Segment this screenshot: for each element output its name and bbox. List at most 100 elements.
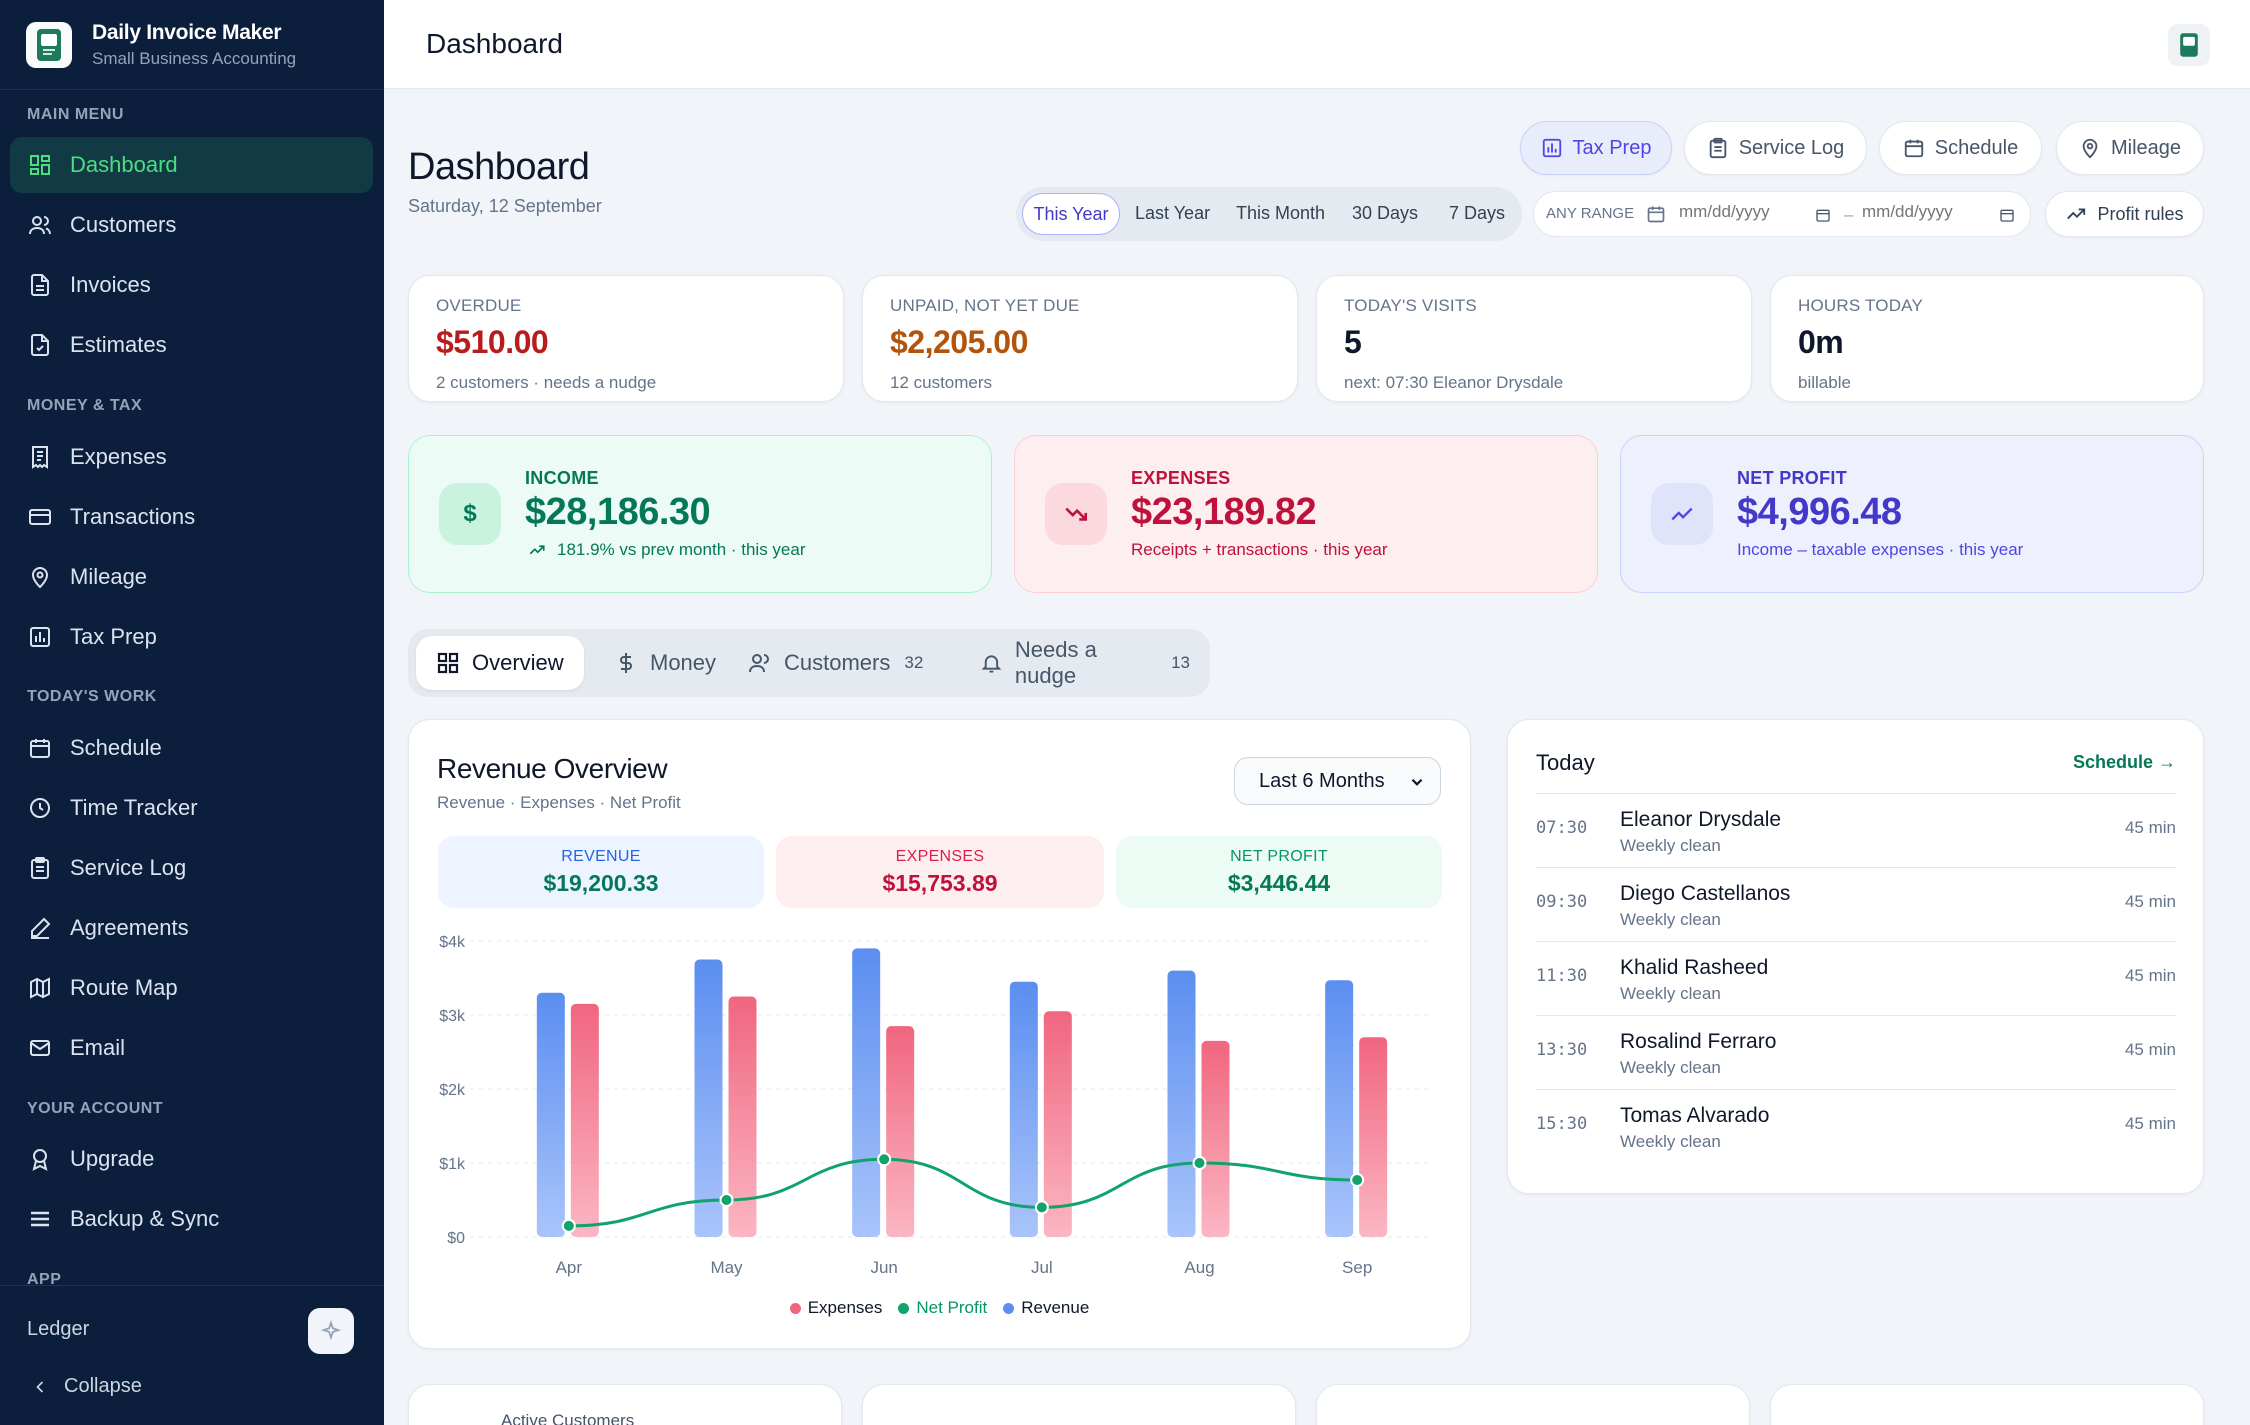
assistant-button[interactable] [308, 1308, 354, 1354]
tab-money[interactable]: Money [594, 636, 736, 690]
sidebar-item-transactions[interactable]: Transactions [10, 489, 373, 545]
receipt-icon [32, 446, 48, 469]
net-profit-point[interactable] [561, 1218, 576, 1233]
net-profit-point[interactable] [877, 1152, 892, 1167]
y-tick-label: $3k [439, 1008, 466, 1025]
card-icon [29, 509, 51, 525]
bottom-card-2[interactable] [862, 1384, 1296, 1425]
net-profit-point[interactable] [1192, 1156, 1207, 1170]
bottom-card-3[interactable] [1316, 1384, 1750, 1425]
calendar-small-icon[interactable] [1999, 207, 2015, 223]
list-item[interactable]: 15:30 Tomas Alvarado Weekly clean 45 min [1536, 1089, 2176, 1163]
summary-income[interactable]: $ INCOME $28,186.30 181.9% vs prev month… [408, 435, 992, 593]
summary-expenses[interactable]: EXPENSES $23,189.82 Receipts + transacti… [1014, 435, 1598, 593]
net-profit-point[interactable] [1350, 1173, 1365, 1188]
net-profit-point[interactable] [1034, 1200, 1049, 1215]
stat-value: $15,753.89 [882, 870, 998, 896]
sidebar-item-label: Time Tracker [70, 795, 198, 820]
legend-expenses[interactable]: Expenses [789, 1298, 882, 1318]
revenue-bar[interactable] [1325, 980, 1354, 1237]
avatar[interactable] [2168, 24, 2210, 66]
custom-range-label: ANY RANGE [1546, 205, 1635, 222]
summary-net-profit[interactable]: NET PROFIT $4,996.48 Income – taxable ex… [1620, 435, 2204, 593]
range-this-year[interactable]: This Year [1022, 193, 1120, 235]
y-tick-label: $1k [439, 1156, 466, 1173]
quick-action-tax-prep[interactable]: Tax Prep [1520, 121, 1672, 175]
range-from-input[interactable] [1679, 202, 1829, 222]
expense-bar[interactable] [1201, 1040, 1230, 1237]
sidebar-item-dashboard[interactable]: Dashboard [10, 137, 373, 193]
legend-net-profit[interactable]: Net Profit [898, 1298, 987, 1318]
tab-count-badge: 32 [904, 653, 924, 672]
legend-label: Revenue [1021, 1298, 1090, 1317]
list-icon [31, 1211, 49, 1227]
period-select[interactable]: Last 6 Months [1234, 757, 1441, 805]
quick-action-schedule[interactable]: Schedule [1879, 121, 2042, 175]
today-title: Today [1536, 750, 1595, 775]
net-profit-point[interactable] [719, 1193, 734, 1207]
sidebar-item-service-log[interactable]: Service Log [10, 840, 373, 896]
range-30-days[interactable]: 30 Days [1352, 203, 1419, 223]
sidebar-item-mileage[interactable]: Mileage [10, 549, 373, 605]
legend-revenue[interactable]: Revenue [1003, 1298, 1089, 1318]
range-to-input[interactable] [1862, 202, 1992, 222]
expense-bar[interactable] [1043, 1011, 1072, 1237]
expense-bar[interactable] [886, 1026, 915, 1237]
kpi-unpaid[interactable]: UNPAID, NOT YET DUE $2,205.00 12 custome… [862, 275, 1298, 402]
sidebar-item-expenses[interactable]: Expenses [10, 429, 373, 485]
expense-bar[interactable] [570, 1003, 599, 1237]
quick-action-service-log[interactable]: Service Log [1684, 121, 1867, 175]
sidebar-item-upgrade[interactable]: Upgrade [10, 1131, 373, 1187]
sparkle-icon [320, 1320, 342, 1341]
active-customers-card[interactable]: Active Customers [408, 1384, 842, 1425]
quick-action-mileage[interactable]: Mileage [2056, 121, 2204, 175]
profit-rules-button[interactable]: Profit rules [2045, 191, 2204, 237]
sidebar-item-label: Backup & Sync [70, 1206, 220, 1231]
revenue-bar[interactable] [694, 959, 723, 1238]
sidebar-item-email[interactable]: Email [10, 1020, 373, 1076]
kpi-todays-visits[interactable]: TODAY'S VISITS 5 next: 07:30 Eleanor Dry… [1316, 275, 1752, 402]
revenue-subtitle: Revenue · Expenses · Net Profit [437, 793, 681, 812]
bell-icon [981, 655, 1002, 673]
revenue-bar[interactable] [852, 948, 881, 1237]
tab-overview[interactable]: Overview [416, 636, 584, 690]
revenue-bar[interactable] [1009, 981, 1038, 1237]
revenue-bar[interactable] [1167, 970, 1196, 1237]
visit-duration: 45 min [2124, 966, 2176, 985]
tab-customers[interactable]: Customers 32 [728, 636, 943, 690]
sidebar-item-agreements[interactable]: Agreements [10, 900, 373, 956]
list-item[interactable]: 13:30 Rosalind Ferraro Weekly clean 45 m… [1536, 1015, 2176, 1089]
range-last-year[interactable]: Last Year [1135, 203, 1211, 223]
x-tick-label: Aug [1184, 1258, 1214, 1277]
calendar-small-icon[interactable] [1815, 207, 1831, 223]
header-title: Dashboard [426, 28, 563, 59]
sidebar-item-tax-prep[interactable]: Tax Prep [10, 609, 373, 665]
sidebar-item-backup-sync[interactable]: Backup & Sync [10, 1191, 373, 1247]
mail-icon [30, 1040, 50, 1056]
visit-duration: 45 min [2124, 1040, 2176, 1059]
range-this-month[interactable]: This Month [1236, 203, 1326, 223]
bottom-card-4[interactable] [1770, 1384, 2204, 1425]
list-item[interactable]: 07:30 Eleanor Drysdale Weekly clean 45 m… [1536, 793, 2176, 867]
expense-bar[interactable] [1359, 1037, 1388, 1237]
sidebar-item-customers[interactable]: Customers [10, 197, 373, 253]
sidebar-item-route-map[interactable]: Route Map [10, 960, 373, 1016]
map-icon [30, 977, 50, 999]
collapse-label: Collapse [64, 1375, 142, 1397]
kpi-overdue[interactable]: OVERDUE $510.00 2 customers · needs a nu… [408, 275, 844, 402]
collapse-button[interactable]: Collapse [30, 1375, 142, 1398]
chevron-down-icon [1411, 778, 1423, 786]
list-item[interactable]: 09:30 Diego Castellanos Weekly clean 45 … [1536, 867, 2176, 941]
revenue-bar[interactable] [536, 992, 565, 1237]
today-schedule-link[interactable]: Schedule → [2072, 752, 2176, 772]
kpi-hours-today[interactable]: HOURS TODAY 0m billable [1770, 275, 2204, 402]
list-item[interactable]: 11:30 Khalid Rasheed Weekly clean 45 min [1536, 941, 2176, 1015]
sidebar-item-invoices[interactable]: Invoices [10, 257, 373, 313]
sidebar-item-schedule[interactable]: Schedule [10, 720, 373, 776]
sidebar-item-label: Schedule [70, 735, 162, 760]
expense-bar[interactable] [728, 996, 757, 1238]
sidebar-item-estimates[interactable]: Estimates [10, 317, 373, 373]
tab-needs-a-nudge[interactable]: Needs a nudge 13 [960, 636, 1210, 690]
range-7-days[interactable]: 7 Days [1449, 203, 1506, 223]
sidebar-item-time-tracker[interactable]: Time Tracker [10, 780, 373, 836]
